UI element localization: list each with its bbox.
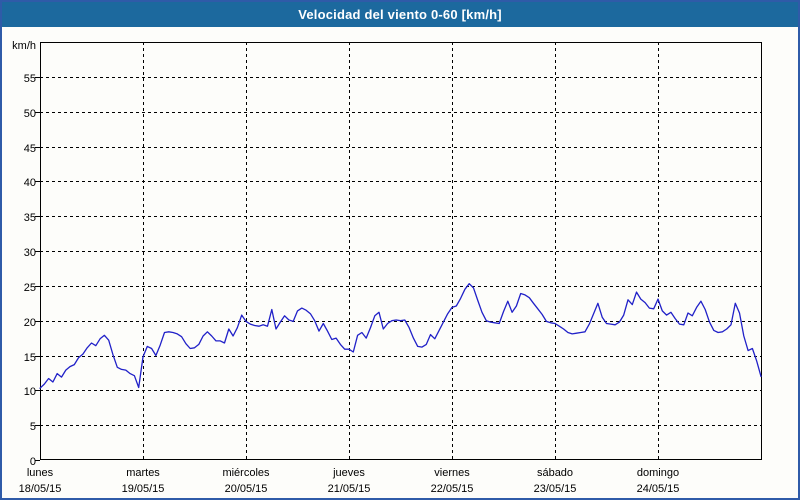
y-axis-label-45: 45: [23, 142, 36, 155]
y-axis-unit-label: km/h: [12, 40, 36, 52]
y-axis-label-25: 25: [23, 281, 36, 294]
y-axis-label-20: 20: [23, 316, 36, 329]
y-axis-label-0: 0: [29, 456, 36, 468]
wind-speed-line: [39, 283, 762, 389]
x-axis-date-label-21/05/15: 21/05/15: [327, 483, 371, 495]
x-axis-name-label-19/05/15: martes: [126, 467, 160, 479]
x-axis-date-label-20/05/15: 20/05/15: [224, 483, 268, 495]
x-axis-name-label-21/05/15: jueves: [333, 467, 365, 479]
y-axis-label-55: 55: [23, 72, 36, 85]
y-axis-label-35: 35: [23, 212, 36, 225]
x-axis-date-label-23/05/15: 23/05/15: [533, 483, 577, 495]
y-axis-label-30: 30: [23, 247, 36, 259]
x-axis-name-label-22/05/15: viernes: [434, 467, 470, 479]
x-axis-date-label-24/05/15: 24/05/15: [636, 483, 680, 495]
y-axis-label-5: 5: [29, 421, 36, 434]
y-axis-label-50: 50: [23, 107, 36, 120]
x-axis-date-label-18/05/15: 18/05/15: [18, 483, 62, 495]
chart-title: Velocidad del viento 0-60 [km/h]: [298, 7, 502, 22]
x-axis-date-label-22/05/15: 22/05/15: [430, 483, 474, 495]
x-axis-name-label-23/05/15: sábado: [536, 467, 574, 479]
x-axis-name-label-24/05/15: domingo: [636, 467, 680, 479]
y-axis-label-15: 15: [23, 351, 36, 364]
y-axis-label-10: 10: [23, 386, 36, 399]
plot-frame: [40, 42, 762, 460]
title-bar: Velocidad del viento 0-60 [km/h]: [2, 2, 798, 27]
x-axis-name-label-18/05/15: lunes: [26, 467, 54, 479]
x-axis-date-label-19/05/15: 19/05/15: [121, 483, 165, 495]
y-axis-label-40: 40: [23, 177, 36, 190]
x-axis-name-label-20/05/15: miércoles: [222, 467, 270, 479]
